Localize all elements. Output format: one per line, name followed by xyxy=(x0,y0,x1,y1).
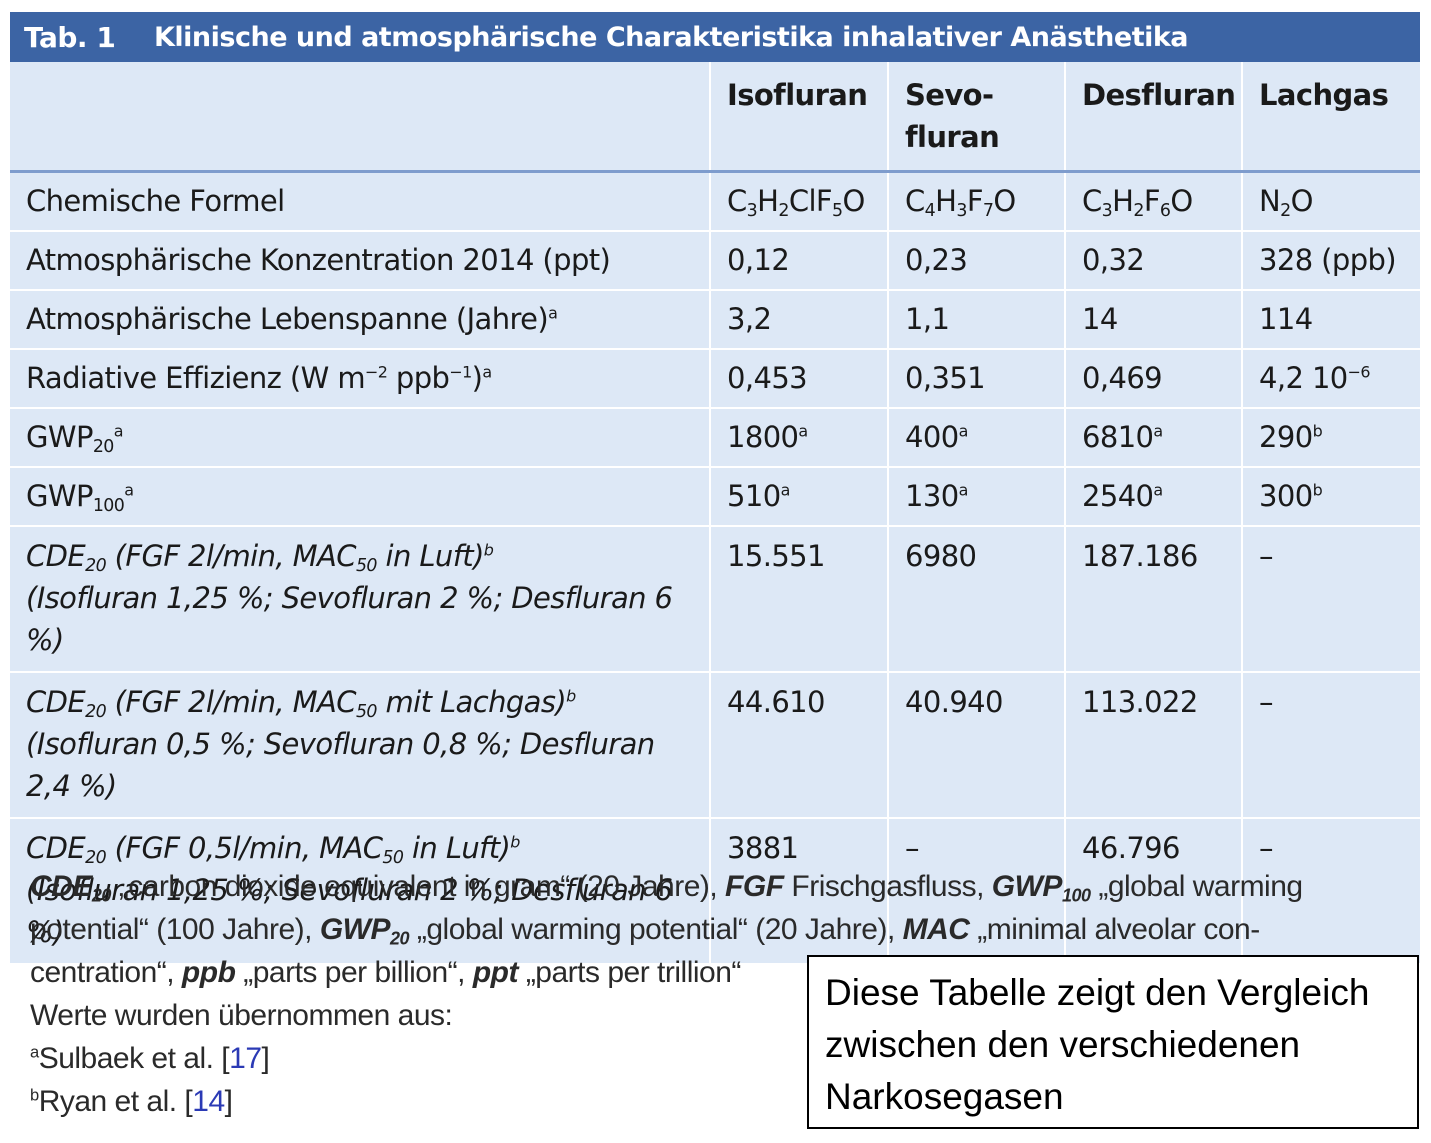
cell-sevofluran: 0,23 xyxy=(887,230,1065,290)
header-sevofluran: Sevo-fluran xyxy=(887,62,1065,173)
header-isofluran: Isofluran xyxy=(709,62,888,173)
table-row: CDE20 (FGF 2l/min, MAC50 mit Lachgas)b (I… xyxy=(10,671,1420,818)
cell-isofluran: 15.551 xyxy=(709,525,888,672)
cell-desfluran: 14 xyxy=(1064,289,1242,349)
table-row: Atmosphärische Konzentration 2014 (ppt) … xyxy=(10,230,1420,290)
row-label: GWP20a xyxy=(10,407,710,467)
header-lachgas: Lachgas xyxy=(1241,62,1420,173)
reference-link[interactable]: 17 xyxy=(229,1042,262,1075)
table-row: Chemische Formel C3H2ClF5O C4H3F7O C3H2F… xyxy=(10,170,1420,231)
cell-desfluran: 6810a xyxy=(1064,407,1242,467)
reference-link[interactable]: 14 xyxy=(192,1085,225,1118)
cell-lachgas: – xyxy=(1241,525,1420,672)
header-empty xyxy=(10,62,710,173)
cell-lachgas: 114 xyxy=(1241,289,1420,349)
annotation-box: Diese Tabelle zeigt den Vergleich zwisch… xyxy=(807,955,1419,1129)
table-number: Tab. 1 xyxy=(24,20,116,54)
table-row: Radiative Effizienz (W m−2 ppb−1)a 0,453… xyxy=(10,348,1420,408)
cell-lachgas: – xyxy=(1241,671,1420,818)
cell-desfluran: C3H2F6O xyxy=(1064,170,1242,231)
table-row: CDE20 (FGF 0,5l/min, MAC50 in Luft)b (Iso… xyxy=(10,817,1420,963)
table-row: CDE20 (FGF 2l/min, MAC50 in Luft)b (Isofl… xyxy=(10,525,1420,672)
table-row: GWP20a 1800a 400a 6810a 290b xyxy=(10,407,1420,467)
cell-sevofluran: 1,1 xyxy=(887,289,1065,349)
cell-isofluran: 3881 xyxy=(709,817,888,963)
table-row: Atmosphärische Lebenspanne (Jahre)a 3,2 … xyxy=(10,289,1420,349)
cell-sevofluran: 400a xyxy=(887,407,1065,467)
cell-lachgas: 328 (ppb) xyxy=(1241,230,1420,290)
table-sheet: Tab. 1 Klinische und atmosphärische Char… xyxy=(10,12,1420,963)
cell-desfluran: 0,32 xyxy=(1064,230,1242,290)
header-desfluran: Desfluran xyxy=(1064,62,1242,173)
row-label: CDE20 (FGF 0,5l/min, MAC50 in Luft)b (Iso… xyxy=(10,817,710,963)
row-label: CDE20 (FGF 2l/min, MAC50 in Luft)b (Isofl… xyxy=(10,525,710,672)
cell-lachgas: – xyxy=(1241,817,1420,963)
table-row: GWP100a 510a 130a 2540a 300b xyxy=(10,466,1420,526)
cell-desfluran: 113.022 xyxy=(1064,671,1242,818)
cell-sevofluran: 40.940 xyxy=(887,671,1065,818)
cell-lachgas: 4,2 10−6 xyxy=(1241,348,1420,408)
cell-isofluran: 510a xyxy=(709,466,888,526)
footnote-reference-a: aSulbaek et al. [17] xyxy=(30,1042,270,1075)
row-label: GWP100a xyxy=(10,466,710,526)
table-title-bar: Tab. 1 Klinische und atmosphärische Char… xyxy=(10,12,1420,62)
cell-lachgas: 300b xyxy=(1241,466,1420,526)
footnote-reference-b: bRyan et al. [14] xyxy=(30,1085,233,1118)
footnote-line: centration“, ppb „parts per billion“, pp… xyxy=(30,956,741,989)
cell-sevofluran: – xyxy=(887,817,1065,963)
cell-isofluran: 0,453 xyxy=(709,348,888,408)
row-label: Radiative Effizienz (W m−2 ppb−1)a xyxy=(10,348,710,408)
cell-isofluran: 1800a xyxy=(709,407,888,467)
row-label: Chemische Formel xyxy=(10,170,710,231)
cell-sevofluran: C4H3F7O xyxy=(887,170,1065,231)
cell-sevofluran: 6980 xyxy=(887,525,1065,672)
header-row: Isofluran Sevo-fluran Desfluran Lachgas xyxy=(10,62,1420,173)
footnote-line: CDE20 „carbon dioxide equivalent in gram… xyxy=(30,870,1303,906)
cell-desfluran: 187.186 xyxy=(1064,525,1242,672)
cell-desfluran: 2540a xyxy=(1064,466,1242,526)
cell-desfluran: 0,469 xyxy=(1064,348,1242,408)
table-footnotes: CDE20 „carbon dioxide equivalent in gram… xyxy=(30,865,1390,1123)
cell-desfluran: 46.796 xyxy=(1064,817,1242,963)
cell-lachgas: N2O xyxy=(1241,170,1420,231)
cell-isofluran: 3,2 xyxy=(709,289,888,349)
row-label: Atmosphärische Lebenspanne (Jahre)a xyxy=(10,289,710,349)
cell-isofluran: 0,12 xyxy=(709,230,888,290)
cell-isofluran: C3H2ClF5O xyxy=(709,170,888,231)
row-label: CDE20 (FGF 2l/min, MAC50 mit Lachgas)b (I… xyxy=(10,671,710,818)
footnote-source-intro: Werte wurden übernommen aus: xyxy=(30,999,453,1032)
row-label: Atmosphärische Konzentration 2014 (ppt) xyxy=(10,230,710,290)
cell-isofluran: 44.610 xyxy=(709,671,888,818)
anesthetics-table: Isofluran Sevo-fluran Desfluran Lachgas … xyxy=(10,62,1420,963)
cell-sevofluran: 0,351 xyxy=(887,348,1065,408)
cell-sevofluran: 130a xyxy=(887,466,1065,526)
cell-lachgas: 290b xyxy=(1241,407,1420,467)
table-title: Klinische und atmosphärische Charakteris… xyxy=(154,21,1189,53)
footnote-line: potential“ (100 Jahre), GWP20 „global wa… xyxy=(30,913,1260,949)
